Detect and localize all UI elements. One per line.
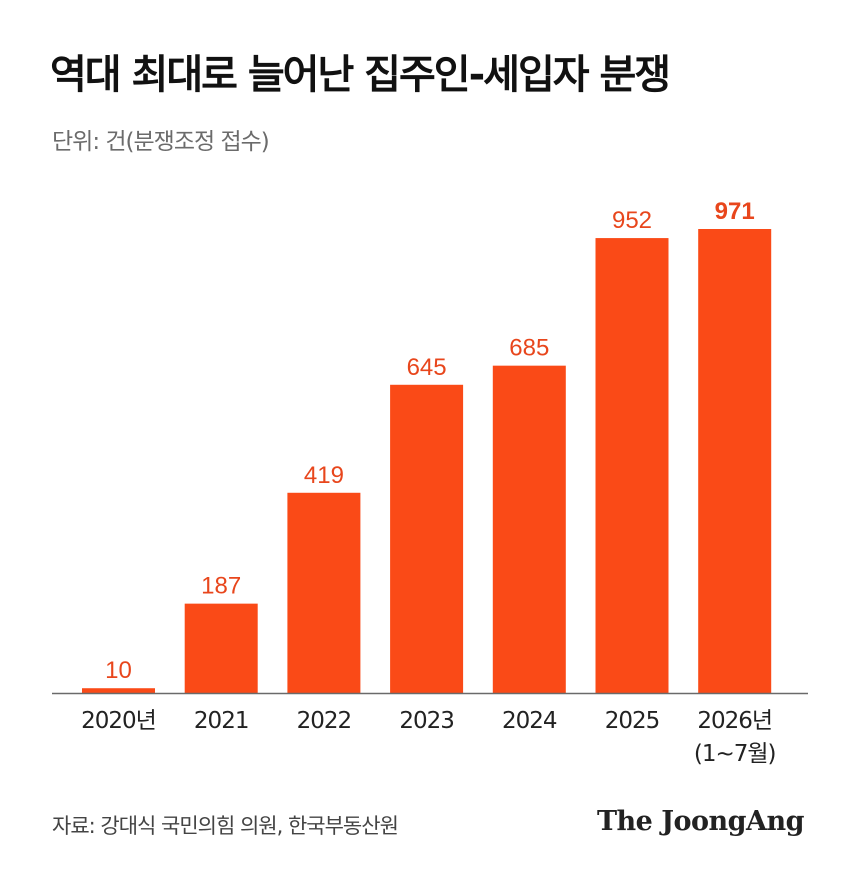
bar-6 xyxy=(698,229,772,693)
bar-4 xyxy=(492,365,566,693)
x-tick-label-0: 2020년 xyxy=(81,708,156,734)
x-tick-label-3: 2023 xyxy=(399,708,454,734)
x-tick-label-4: 2024 xyxy=(502,708,557,734)
bar-1 xyxy=(184,603,258,693)
x-tick-label-2: 2022 xyxy=(297,708,352,734)
data-label-0: 10 xyxy=(105,657,132,684)
bar-3 xyxy=(390,384,464,693)
x-tick-label-5: 2025 xyxy=(605,708,660,734)
brand-logo: The JoongAng xyxy=(596,806,805,837)
data-label-2: 419 xyxy=(304,462,344,489)
x-tick-label-6-line-1: (1~7월) xyxy=(694,741,776,767)
unit-label: 단위: 건(분쟁조정 접수) xyxy=(52,129,270,155)
data-label-6: 971 xyxy=(715,198,755,225)
data-label-1: 187 xyxy=(201,573,241,600)
bar-2 xyxy=(287,492,361,693)
bar-5 xyxy=(595,238,669,694)
data-label-4: 685 xyxy=(509,335,549,362)
bar-0 xyxy=(82,688,155,693)
data-label-5: 952 xyxy=(612,207,652,234)
data-label-3: 645 xyxy=(407,354,447,381)
x-tick-label-1: 2021 xyxy=(194,708,249,734)
x-tick-label-6-line-0: 2026년 xyxy=(697,708,772,734)
source-note: 자료: 강대식 국민의힘 의원, 한국부동산원 xyxy=(52,814,399,838)
chart-title: 역대 최대로 늘어난 집주인-세입자 분쟁 xyxy=(50,52,671,98)
